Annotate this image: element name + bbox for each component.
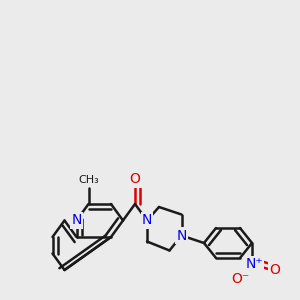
Text: N: N <box>176 229 187 242</box>
Text: CH₃: CH₃ <box>78 175 99 185</box>
Text: O⁻: O⁻ <box>231 272 249 286</box>
Text: N⁺: N⁺ <box>246 257 263 271</box>
Text: N: N <box>71 214 82 227</box>
Text: N: N <box>142 214 152 227</box>
Text: O: O <box>269 263 280 277</box>
Text: O: O <box>130 172 140 186</box>
